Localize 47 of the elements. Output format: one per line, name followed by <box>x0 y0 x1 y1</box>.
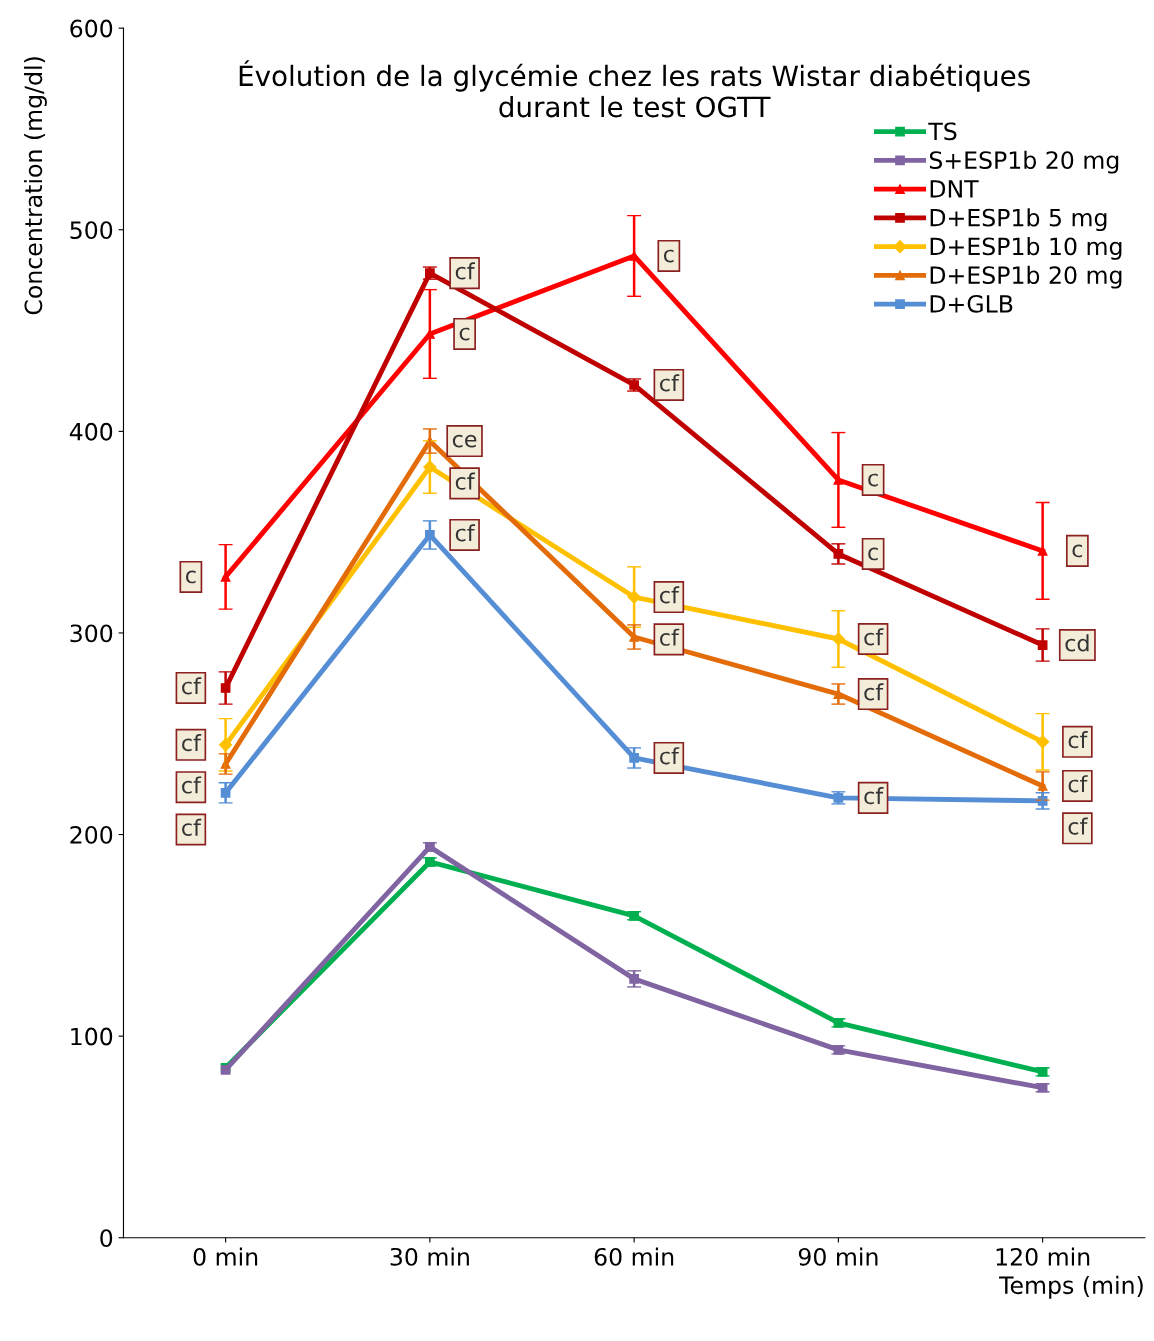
annotation: cf <box>182 734 202 752</box>
x-tick-label: 0 min <box>193 1247 258 1266</box>
annotation: cf <box>660 374 680 392</box>
legend-label: TS <box>928 122 957 141</box>
y-tick-label: 600 <box>70 19 113 38</box>
y-tick-label: 0 <box>100 1229 113 1248</box>
annotation: cf <box>864 683 884 701</box>
x-tick-label: 120 min <box>996 1247 1090 1266</box>
legend-label: S+ESP1b 20 mg <box>929 150 1119 174</box>
annotation: cf <box>660 747 680 765</box>
annotation: c <box>868 473 878 487</box>
annotation: cf <box>455 524 476 542</box>
x-tick-label: 90 min <box>798 1247 878 1266</box>
annotation: c <box>459 327 470 341</box>
y-axis-title: Concentration (mg/dl) <box>24 57 47 315</box>
annotation: cf <box>864 628 884 646</box>
annotation: cf <box>455 472 476 490</box>
x-tick-label: 30 min <box>390 1247 469 1266</box>
annotation: c <box>186 570 196 584</box>
annotation: cf <box>1068 731 1088 749</box>
annotation: c <box>868 547 878 561</box>
legend-label: D+ESP1b 20 mg <box>930 265 1122 289</box>
legend-label: D+ESP1b 5 mg <box>930 208 1107 232</box>
y-tick-label: 300 <box>70 624 113 643</box>
x-axis-title: Temps (min) <box>999 1275 1143 1299</box>
legend-label: D+GLB <box>930 294 1013 313</box>
annotation: cf <box>182 818 202 836</box>
legend-label: DNT <box>930 180 979 198</box>
annotation: cf <box>182 776 202 794</box>
annotation: cf <box>182 677 202 695</box>
annotation: cf <box>455 262 476 280</box>
y-tick-label: 200 <box>70 826 113 844</box>
annotation: ce <box>452 434 477 448</box>
x-tick-label: 60 min <box>594 1247 674 1266</box>
annotation: cf <box>660 628 680 646</box>
annotation: cf <box>660 586 680 604</box>
annotation: cf <box>1068 817 1088 835</box>
annotation: cd <box>1065 634 1089 652</box>
annotation: cf <box>864 787 884 805</box>
text: Évolution de la glycémie chez les rats Wistar diabétiques durant le test OGTT <box>239 60 1030 118</box>
annotation: cf <box>1068 775 1088 793</box>
legend-label: D+ESP1b 10 mg <box>930 237 1122 260</box>
y-tick-label: 400 <box>69 422 113 441</box>
y-tick-label: 500 <box>70 221 113 240</box>
y-tick-label: 100 <box>71 1027 113 1046</box>
annotation: c <box>1072 544 1083 558</box>
annotation: c <box>663 249 674 263</box>
